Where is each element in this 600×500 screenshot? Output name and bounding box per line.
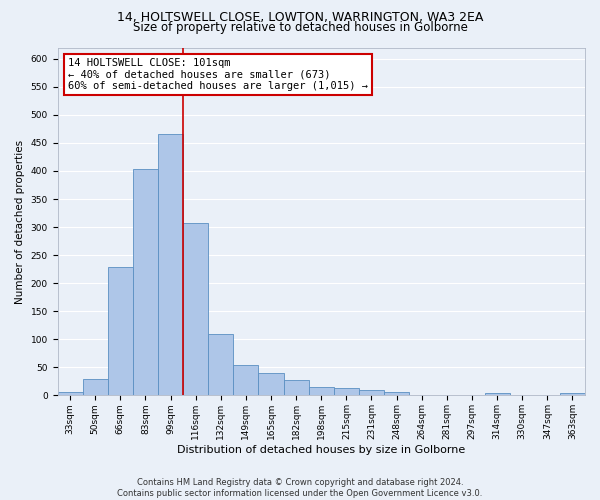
Text: 14 HOLTSWELL CLOSE: 101sqm
← 40% of detached houses are smaller (673)
60% of sem: 14 HOLTSWELL CLOSE: 101sqm ← 40% of deta… (68, 58, 368, 91)
Bar (560, 392, 585, 396)
Bar (309, 387, 334, 396)
Text: Contains HM Land Registry data © Crown copyright and database right 2024.
Contai: Contains HM Land Registry data © Crown c… (118, 478, 482, 498)
Bar (284, 380, 309, 396)
Bar (183, 223, 208, 396)
Bar (133, 170, 158, 396)
Y-axis label: Number of detached properties: Number of detached properties (15, 140, 25, 304)
Bar (485, 392, 509, 396)
Text: Size of property relative to detached houses in Golborne: Size of property relative to detached ho… (133, 21, 467, 34)
Bar (334, 388, 359, 396)
Bar (83, 378, 108, 396)
Bar (158, 134, 183, 396)
Text: 14, HOLTSWELL CLOSE, LOWTON, WARRINGTON, WA3 2EA: 14, HOLTSWELL CLOSE, LOWTON, WARRINGTON,… (117, 11, 483, 24)
Bar (233, 365, 259, 396)
Bar (208, 334, 233, 396)
X-axis label: Distribution of detached houses by size in Golborne: Distribution of detached houses by size … (177, 445, 466, 455)
Bar (259, 373, 284, 396)
Bar (384, 392, 409, 396)
Bar (359, 390, 384, 396)
Bar (108, 268, 133, 396)
Bar (58, 392, 83, 396)
